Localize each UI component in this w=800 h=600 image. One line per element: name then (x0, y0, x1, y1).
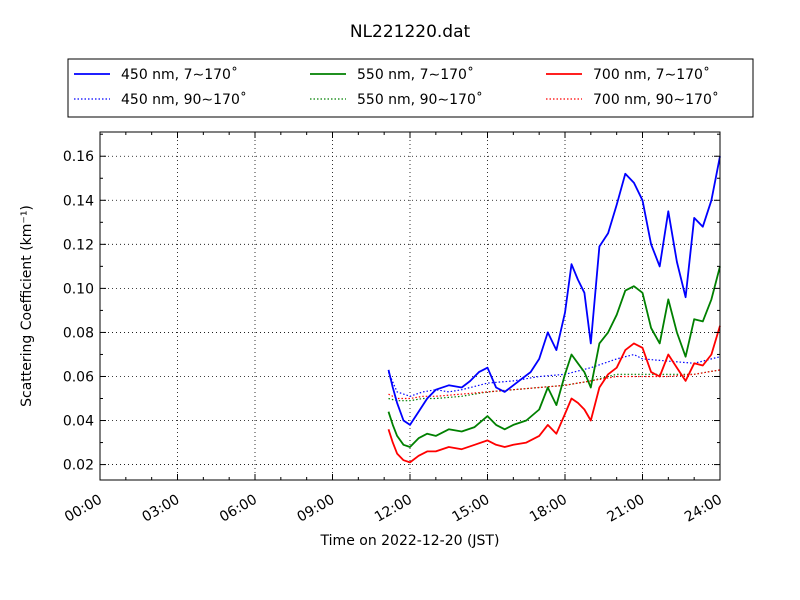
series-line-0 (387, 156, 721, 426)
y-tick-label: 0.04 (63, 414, 94, 430)
x-tick-label: 18:00 (527, 492, 570, 526)
y-tick-label: 0.16 (63, 149, 94, 165)
legend: 450 nm, 7∼170˚ 450 nm, 90∼170˚ 550 nm, 7∼1… (67, 58, 754, 118)
series-line-3 (388, 369, 721, 402)
legend-label-3: 550 nm, 90∼170˚ (357, 91, 483, 108)
series-group (387, 156, 721, 464)
series-line-2 (387, 266, 721, 448)
legend-label-4: 700 nm, 7∼170˚ (593, 66, 710, 83)
series-line-5 (388, 369, 721, 400)
grid (100, 132, 720, 480)
x-tick-label: 24:00 (682, 492, 725, 526)
y-tick-label: 0.02 (63, 458, 94, 474)
y-axis-label: Scattering Coefficient (km⁻¹) (19, 205, 35, 407)
legend-label-1: 450 nm, 90∼170˚ (121, 91, 247, 108)
x-tick-label: 12:00 (372, 492, 415, 526)
legend-label-5: 700 nm, 90∼170˚ (593, 91, 719, 108)
y-tick-label: 0.08 (63, 325, 94, 341)
y-tick-label: 0.14 (63, 193, 94, 209)
ticks (99, 132, 721, 480)
y-tick-label: 0.12 (63, 237, 94, 253)
series-line-1 (387, 353, 721, 397)
x-tick-label: 15:00 (450, 492, 493, 526)
x-tick-labels: 00:00 03:00 06:00 09:00 12:00 15:00 18:00 21:00… (62, 492, 725, 526)
series-line-4 (387, 325, 721, 464)
x-tick-label: 06:00 (217, 492, 260, 526)
x-axis-label: Time on 2022-12-20 (JST) (320, 533, 500, 549)
legend-box (67, 58, 754, 118)
x-tick-label: 09:00 (295, 492, 338, 526)
chart-title: NL221220.dat (350, 22, 471, 42)
x-tick-label: 21:00 (605, 492, 648, 526)
y-tick-label: 0.10 (63, 281, 94, 297)
y-tick-labels: 0.02 0.04 0.06 0.08 0.10 0.12 0.14 0.16 (63, 149, 94, 473)
x-tick-label: 00:00 (62, 492, 105, 526)
x-tick-label: 03:00 (140, 492, 183, 526)
legend-label-2: 550 nm, 7∼170˚ (357, 66, 474, 83)
legend-label-0: 450 nm, 7∼170˚ (121, 66, 238, 83)
y-tick-label: 0.06 (63, 369, 94, 385)
